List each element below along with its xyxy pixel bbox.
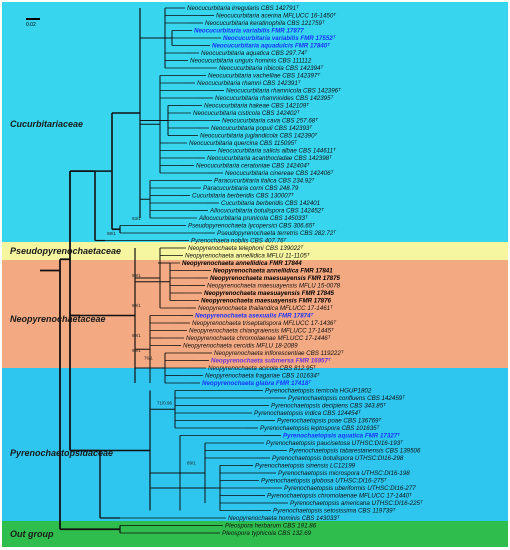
- taxon-label: Pyrenochaetopsis chromolaenae MFLUCC 17-…: [267, 493, 412, 500]
- taxon-label: Pyrenochaetopsis botulispora UTHSC:DI16-…: [272, 455, 404, 462]
- taxon-label: Neopyrenochaeta maesuayensis MFLU 15-007…: [207, 283, 341, 290]
- taxon-label: Neopyrenochaeta thailandica MFLUCC 17-14…: [198, 305, 333, 312]
- taxon-label: Neopyrenochaeta glabra FMR 17418ᵀ: [202, 380, 312, 387]
- taxon-label: Neocucurbitaria rhamnioides CBS 142395ᵀ: [215, 95, 334, 102]
- taxon-label: Neocucurbitaria rhamni CBS 142391ᵀ: [197, 80, 301, 87]
- taxon-label: Paracucurbitaria italica CBS 234.92ᵀ: [214, 178, 315, 185]
- taxon-label: Neocucurbitaria keratinophila CBS 121759…: [205, 20, 325, 27]
- support-value: 71/0.96: [157, 401, 173, 406]
- taxon-label: Pyrenochaetopsis aquatica FMR 17327ᵀ: [283, 433, 401, 440]
- taxon-label: Neocucurbitaria acanthocladae CBS 142398…: [207, 155, 332, 162]
- taxon-label: Neocucurbitaria quercina CBS 115095ᵀ: [189, 140, 297, 147]
- taxon-label: Neocucurbitaria aquadulcis FMR 17840ᵀ: [212, 43, 331, 50]
- support-value: 99/1: [132, 348, 141, 353]
- support-value: 99/1: [132, 273, 141, 278]
- family-label-pyrenochaetopsidaceae: Pyrenochaetopsidaceae: [10, 448, 114, 458]
- taxon-label: Neopyrenochaeta chromolaenae MFLUCC 17-1…: [186, 335, 331, 342]
- support-value: 99/1: [132, 333, 141, 338]
- taxon-label: Neocucurbitaria vachelliae CBS 142397ᵀ: [208, 73, 320, 80]
- taxon-label: Pyrenochaetopsis confluens CBS 142459ᵀ: [288, 395, 405, 402]
- taxon-label: Pyrenochaetopsis microspora UTHSC:DI16-1…: [278, 470, 410, 477]
- taxon-label: Allocucurbitaria prunicola CBS 145033ᵀ: [198, 215, 308, 222]
- taxon-label: Neocucurbitaria aquatica CBS 297.74ᵀ: [201, 50, 308, 57]
- pseudopyrenochaetaceae-band: [2, 242, 508, 260]
- support-value: 93/1: [132, 216, 141, 221]
- taxon-label: Neocucurbitaria acerina MFLUCC 16-1450ᵀ: [216, 13, 336, 20]
- taxon-label: Neopyrenochaeta acicola CBS 812.95ᵀ: [208, 365, 316, 372]
- taxon-label: Neocucurbitaria cinereae CBS 142406ᵀ: [225, 170, 334, 177]
- taxon-label: Neopyrenochaeta fragariae CBS 101634ᵀ: [205, 373, 320, 380]
- taxon-label: Neocucurbitaria ribicola CBS 142394ᵀ: [219, 65, 323, 72]
- support-value: 98/1: [107, 231, 116, 236]
- taxon-label: Pyrenochaetopsis sinensis LC12199: [255, 463, 356, 470]
- taxon-label: Neocucurbitaria salicis albae CBS 144611…: [218, 148, 336, 155]
- taxon-label: Neocucurbitaria ceratoniae CBS 142404ᵀ: [196, 163, 310, 170]
- taxon-label: Neocucurbitaria variabilis FMR 17552ᵀ: [223, 35, 337, 42]
- taxon-label: Pyrenochaetopsis indica CBS 124454ᵀ: [254, 410, 361, 417]
- taxon-label: Allocucurbitaria botulispora CBS 142452ᵀ: [209, 208, 324, 215]
- taxon-label: Neopyrenochaeta chiangraiensis MFLUCC 17…: [189, 328, 334, 335]
- outgroup-band: [2, 521, 508, 547]
- family-label-pseudopyrenochaetaceae: Pseudopyrenochaetaceae: [10, 246, 122, 256]
- taxon-label: Pyrenochaetopsis tabarestanensis CBS 139…: [289, 448, 421, 455]
- taxon-label: Neopyrenochaeta triseptatispora MFLUCC 1…: [192, 320, 336, 327]
- taxon-label: Pyrenochaetopsis americana UTHSC:DI16-22…: [290, 500, 423, 507]
- taxon-label: Pyrenochaetopsis uberiformis UTHSC:DI16-…: [284, 485, 416, 492]
- support-value: 89/1: [187, 461, 196, 466]
- taxon-label: Neopyrenochaeta annellidica FMR 17844: [182, 260, 302, 267]
- taxon-label: Cucurbitaria berberidis CBS 142401: [221, 200, 320, 207]
- taxon-label: Pseudopyrenochaeta terretris CBS 282.72ᵀ: [217, 230, 336, 237]
- taxon-label: Neocucurbitaria irregularis CBS 142791ᵀ: [187, 5, 299, 12]
- family-label-neopyrenochaetaceae: Neopyrenochaetaceae: [10, 314, 106, 324]
- taxon-label: Neopyrenochaeta submersa FMR 16957ᵀ: [211, 358, 332, 365]
- taxon-label: Neopyrenochaeta maesuayensis FMR 17845: [204, 290, 335, 297]
- taxon-label: Neopyrenochaeta asexualis FMR 17874ᵀ: [195, 313, 315, 320]
- taxon-label: Neopyrenochaeta maesuayensis FMR 17875: [210, 275, 341, 282]
- taxon-label: Neocucurbitaria rhamnicola CBS 142396ᵀ: [226, 88, 341, 95]
- family-label-cucurbitariaceae: Cucurbitariaceae: [10, 119, 84, 129]
- taxon-label: Pyrenochaeta nobilis CBS 407.76ᵀ: [191, 238, 287, 245]
- taxon-label: Pyrenochaetopsis decipiens CBS 343.85ᵀ: [271, 403, 386, 410]
- taxon-label: Neocucurbitaria variabilis FMR 17877: [194, 28, 304, 35]
- scale-bar: [26, 18, 40, 20]
- taxon-label: Pyrenochaetopsis globosa UTHSC:DI16-275ᵀ: [261, 478, 387, 485]
- taxon-label: Paracucurbitaria corni CBS 248.79: [203, 185, 299, 192]
- neopyrenochaetaceae-band: [2, 260, 508, 368]
- taxon-label: Neopyrenochaeta hominis CBS 143033ᵀ: [228, 515, 340, 522]
- taxon-label: Neopyrenochaeta annellidica MFLU 11-1105…: [185, 253, 310, 260]
- taxon-label: Neocucurbitaria cava CBS 257.68ᵀ: [222, 118, 318, 125]
- family-label-outgroup: Out group: [10, 529, 54, 539]
- taxon-label: Neopyrenochaeta maesuayensis FMR 17876: [201, 298, 332, 305]
- taxon-label: Neopyrenochaeta inflorescentiae CBS 1192…: [214, 350, 344, 357]
- taxon-label: Pleospora typhicola CBS 132.69: [222, 530, 312, 537]
- scale-label: 0.02: [26, 22, 36, 28]
- taxon-label: Neopyrenochaeta annellidica FMR 17841: [213, 268, 333, 275]
- taxon-label: Pyrenochaetopsis terricola HGUP1802: [265, 388, 372, 395]
- taxon-label: Pyrenochaetopsis poae CBS 136769ᵀ: [277, 418, 381, 425]
- taxon-label: Pleospora herbarum CBS 191.86: [225, 523, 317, 530]
- support-value: 76/1: [144, 356, 153, 361]
- taxon-label: Neocucurbitaria cisticola CBS 142402ᵀ: [193, 110, 300, 117]
- taxon-label: Pyrenochaetopsis setosissima CBS 119739ᵀ: [273, 508, 396, 515]
- taxon-label: Pyrenochaetopsis paucisetosa UTHSC:DI16-…: [266, 440, 403, 447]
- support-value: 99/1: [132, 303, 141, 308]
- taxon-label: Neopyrenochaeta telephoni CBS 139022ᵀ: [188, 245, 303, 252]
- taxon-label: Pyrenochaetopsis leptospora CBS 101635ᵀ: [260, 425, 380, 432]
- taxon-label: Cucurbitaria berberidis CBS 130007ᵀ: [192, 193, 294, 200]
- taxon-label: Neocucurbitaria populi CBS 142393ᵀ: [211, 125, 312, 132]
- taxon-label: Neocucurbitaria juglandicola CBS 142390ᵀ: [200, 133, 318, 140]
- taxon-label: Neopyrenochaeta cercidis MFLU 18-2089: [183, 343, 298, 350]
- taxon-label: Neocucurbitaria unguis hominis CBS 11111…: [190, 58, 312, 65]
- cucurbitariaceae-band: [2, 2, 508, 242]
- taxon-label: Neocucurbitaria hakeae CBS 142109ᵀ: [204, 103, 309, 110]
- taxon-label: Pseudopyrenochaeta lycopersici CBS 306.6…: [188, 223, 315, 230]
